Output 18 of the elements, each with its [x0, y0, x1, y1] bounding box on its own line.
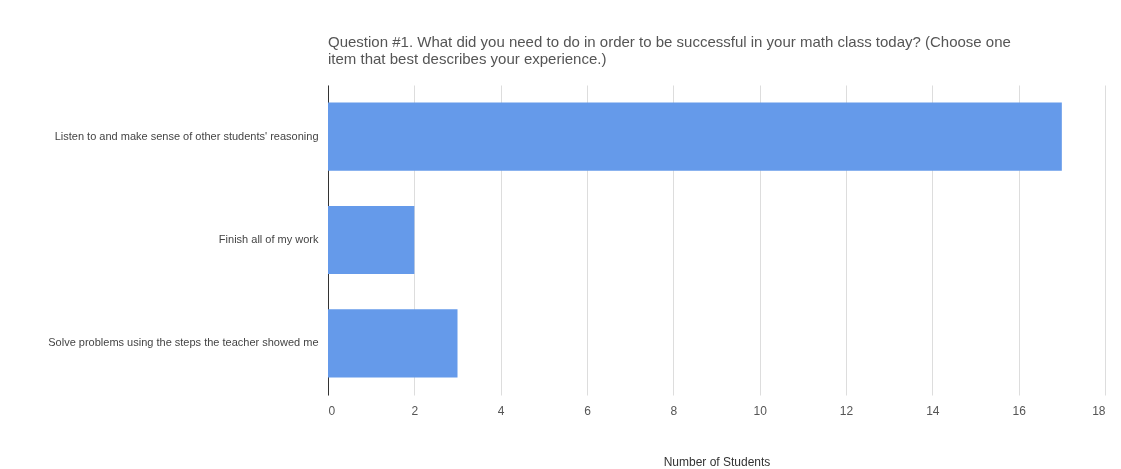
x-tick-label: 6 [584, 403, 592, 418]
x-tick-label: 10 [753, 403, 768, 418]
x-tick-label: 14 [926, 403, 940, 418]
x-tick-label: 0 [328, 403, 336, 418]
y-tick-label: Solve problems using the steps the teacher showed me [48, 336, 319, 349]
y-tick-label: Listen to and make sense of other students' reasoning [54, 129, 319, 142]
bar [328, 309, 458, 378]
bar [328, 102, 1062, 171]
x-tick-label: 2 [411, 403, 419, 418]
x-tick-label: 12 [839, 403, 854, 418]
x-axis-title: Number of Students [663, 454, 771, 469]
chart-title: Question #1. What did you need to do in order to be successful in your math class today? (Choose one item that best describes your experience.) [328, 33, 1011, 67]
x-tick-label: 4 [497, 403, 505, 418]
x-tick-label: 16 [1012, 403, 1027, 418]
y-tick-label: Finish all of my work [218, 233, 319, 245]
x-tick-label: 8 [670, 403, 678, 418]
x-tick-label: 18 [1092, 403, 1106, 418]
bar [328, 205, 415, 275]
